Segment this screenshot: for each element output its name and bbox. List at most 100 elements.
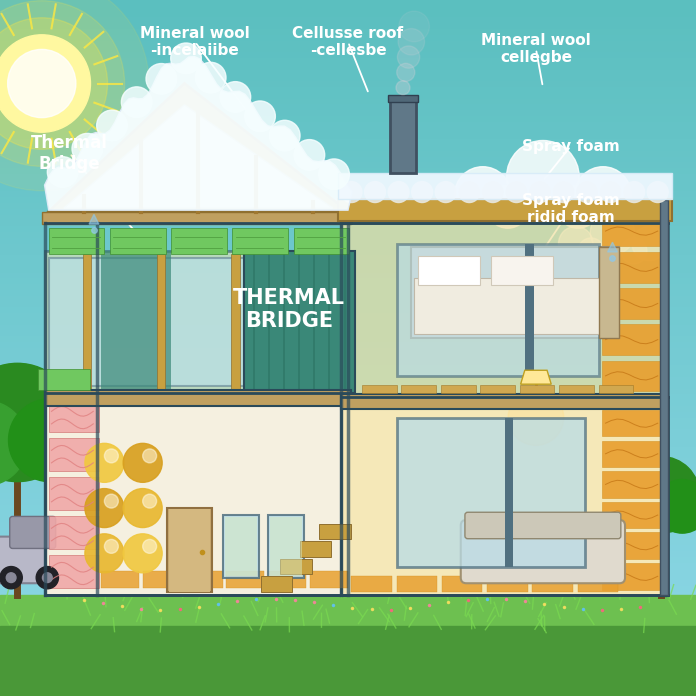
Bar xyxy=(0,232,696,238)
Bar xyxy=(143,571,181,588)
Bar xyxy=(261,576,292,592)
Circle shape xyxy=(0,401,27,486)
Bar xyxy=(480,385,515,393)
Bar xyxy=(0,475,696,482)
Circle shape xyxy=(8,399,91,482)
Bar xyxy=(268,515,304,578)
Bar xyxy=(306,254,314,390)
Bar xyxy=(0,290,696,296)
Bar xyxy=(520,385,555,393)
Bar xyxy=(0,388,696,395)
Bar xyxy=(0,673,696,679)
Bar xyxy=(0,93,696,99)
Bar xyxy=(280,559,312,574)
Bar xyxy=(559,385,594,393)
Bar xyxy=(45,390,351,406)
FancyBboxPatch shape xyxy=(10,516,56,548)
Bar xyxy=(0,238,696,244)
Bar xyxy=(0,412,696,418)
Bar xyxy=(0,516,696,522)
Circle shape xyxy=(104,539,118,553)
Bar xyxy=(45,393,351,595)
Bar xyxy=(244,251,355,393)
Bar xyxy=(525,244,534,376)
Bar xyxy=(184,571,223,588)
Bar xyxy=(602,471,661,498)
Bar xyxy=(402,385,436,393)
Bar xyxy=(0,249,696,255)
Bar xyxy=(225,517,257,576)
Bar xyxy=(602,252,661,283)
Circle shape xyxy=(600,182,621,203)
Bar xyxy=(0,319,696,325)
Circle shape xyxy=(0,0,149,191)
Bar xyxy=(0,377,696,383)
Bar xyxy=(0,482,696,487)
Bar xyxy=(0,180,696,186)
Circle shape xyxy=(632,226,667,261)
Bar xyxy=(270,517,302,576)
Bar xyxy=(602,288,661,319)
Bar xyxy=(602,361,661,391)
Bar xyxy=(0,545,696,551)
Bar xyxy=(0,221,696,226)
Bar xyxy=(0,139,696,145)
Bar xyxy=(0,273,696,278)
Bar xyxy=(0,308,696,313)
Circle shape xyxy=(123,443,162,482)
Bar xyxy=(602,324,661,355)
Bar xyxy=(602,563,661,590)
Bar xyxy=(414,278,616,334)
Bar xyxy=(411,247,619,338)
Text: THERMAL
BRIDGE: THERMAL BRIDGE xyxy=(233,288,345,331)
Circle shape xyxy=(612,481,667,536)
Bar xyxy=(0,360,696,365)
Circle shape xyxy=(269,120,300,151)
Bar xyxy=(0,586,696,592)
Circle shape xyxy=(558,226,593,261)
Bar xyxy=(226,571,264,588)
Bar xyxy=(341,397,668,595)
Circle shape xyxy=(624,182,644,203)
Bar xyxy=(0,52,696,58)
Bar xyxy=(491,256,553,285)
Text: Mineral wool
cellegbe: Mineral wool cellegbe xyxy=(481,33,591,65)
Bar xyxy=(0,99,696,104)
Circle shape xyxy=(8,49,76,118)
Bar xyxy=(351,576,392,592)
Bar xyxy=(0,661,696,667)
Circle shape xyxy=(530,182,551,203)
Bar xyxy=(0,690,696,696)
Bar xyxy=(223,515,259,578)
Bar xyxy=(418,256,480,285)
Bar xyxy=(0,510,696,516)
Bar xyxy=(602,532,661,559)
Circle shape xyxy=(36,567,58,589)
Bar xyxy=(0,684,696,690)
Circle shape xyxy=(341,182,362,203)
Bar xyxy=(0,557,696,562)
Circle shape xyxy=(42,573,52,583)
FancyBboxPatch shape xyxy=(465,512,621,539)
Bar xyxy=(0,365,696,371)
Circle shape xyxy=(365,182,386,203)
Bar xyxy=(49,228,104,254)
Bar xyxy=(0,522,696,528)
Bar xyxy=(0,505,696,510)
Bar xyxy=(341,394,668,409)
Bar xyxy=(0,499,696,505)
Circle shape xyxy=(123,489,162,528)
Circle shape xyxy=(557,186,599,228)
Bar xyxy=(49,438,99,471)
Bar xyxy=(0,0,696,6)
Bar xyxy=(0,342,696,348)
Bar xyxy=(0,110,696,116)
Bar xyxy=(0,354,696,360)
Bar xyxy=(0,580,696,586)
Bar xyxy=(0,626,696,632)
Circle shape xyxy=(143,449,157,463)
Bar xyxy=(49,399,99,432)
Circle shape xyxy=(6,573,16,583)
Bar xyxy=(0,539,696,545)
Bar xyxy=(0,348,696,354)
